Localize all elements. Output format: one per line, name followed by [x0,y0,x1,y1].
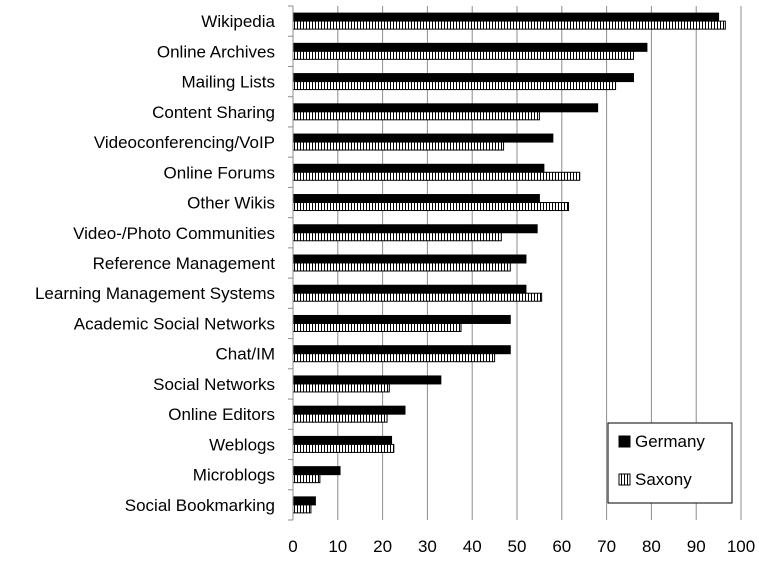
bars [292,12,726,514]
category-label: Videoconferencing/VoIP [94,133,275,152]
category-label: Video-/Photo Communities [73,224,275,243]
category-label: Weblogs [209,435,275,454]
bar-saxony-1 [292,50,634,60]
bar-saxony-8 [292,262,511,272]
x-tick-label: 60 [552,537,571,556]
category-label: Mailing Lists [181,73,275,92]
legend-label-germany: Germany [635,432,705,451]
bar-germany-6 [292,194,540,204]
x-tick-label: 80 [642,537,661,556]
bar-saxony-16 [292,504,312,514]
x-tick-label: 40 [463,537,482,556]
bar-germany-7 [292,224,538,234]
bar-saxony-6 [292,202,570,212]
bar-saxony-15 [292,474,321,484]
category-label: Other Wikis [187,194,275,213]
category-label: Online Editors [168,405,275,424]
bar-saxony-13 [292,413,388,423]
category-label: Microblogs [193,466,275,485]
bar-saxony-5 [292,171,581,181]
bar-germany-14 [292,435,393,445]
bar-saxony-7 [292,232,502,242]
bar-germany-1 [292,42,648,52]
bar-germany-3 [292,103,599,113]
bar-saxony-2 [292,81,617,91]
x-tick-labels: 0 10 20 30 40 50 60 70 80 90 100 [288,537,755,556]
category-label: Reference Management [93,254,276,273]
x-tick-label: 70 [597,537,616,556]
bar-saxony-0 [292,20,726,30]
bar-germany-16 [292,496,316,506]
bar-germany-8 [292,254,527,264]
legend-swatch-saxony [618,473,631,486]
category-label: Online Archives [157,42,275,61]
bar-germany-11 [292,345,511,355]
category-label: Wikipedia [201,12,275,31]
x-tick-label: 90 [687,537,706,556]
x-tick-label: 100 [727,537,755,556]
bar-saxony-10 [292,322,462,332]
bar-germany-15 [292,466,341,476]
axes [288,5,294,521]
bar-saxony-3 [292,111,540,121]
category-label: Academic Social Networks [74,314,275,333]
legend: Germany Saxony [607,422,733,504]
bar-germany-0 [292,12,720,22]
legend-swatch-germany [618,435,631,448]
x-tick-label: 0 [288,537,297,556]
bar-saxony-11 [292,353,496,363]
category-label: Learning Management Systems [35,284,275,303]
bar-germany-4 [292,133,554,143]
bar-saxony-4 [292,141,505,151]
x-tick-label: 30 [418,537,437,556]
x-tick-label: 50 [508,537,527,556]
bar-germany-2 [292,73,634,83]
category-label: Online Forums [164,163,275,182]
bar-germany-13 [292,405,406,415]
category-label: Social Networks [153,375,275,394]
bar-germany-5 [292,163,545,173]
bar-germany-9 [292,284,527,294]
x-tick-label: 10 [328,537,347,556]
bar-saxony-14 [292,443,395,453]
category-labels: Wikipedia Online Archives Mailing Lists Con… [35,12,276,515]
bar-germany-10 [292,314,511,324]
bar-germany-12 [292,375,442,385]
category-label: Chat/IM [215,345,275,364]
category-label: Social Bookmarking [125,496,275,515]
bar-saxony-9 [292,292,543,302]
category-label: Content Sharing [152,103,275,122]
bar-saxony-12 [292,383,390,393]
legend-label-saxony: Saxony [635,470,692,489]
x-tick-label: 20 [373,537,392,556]
